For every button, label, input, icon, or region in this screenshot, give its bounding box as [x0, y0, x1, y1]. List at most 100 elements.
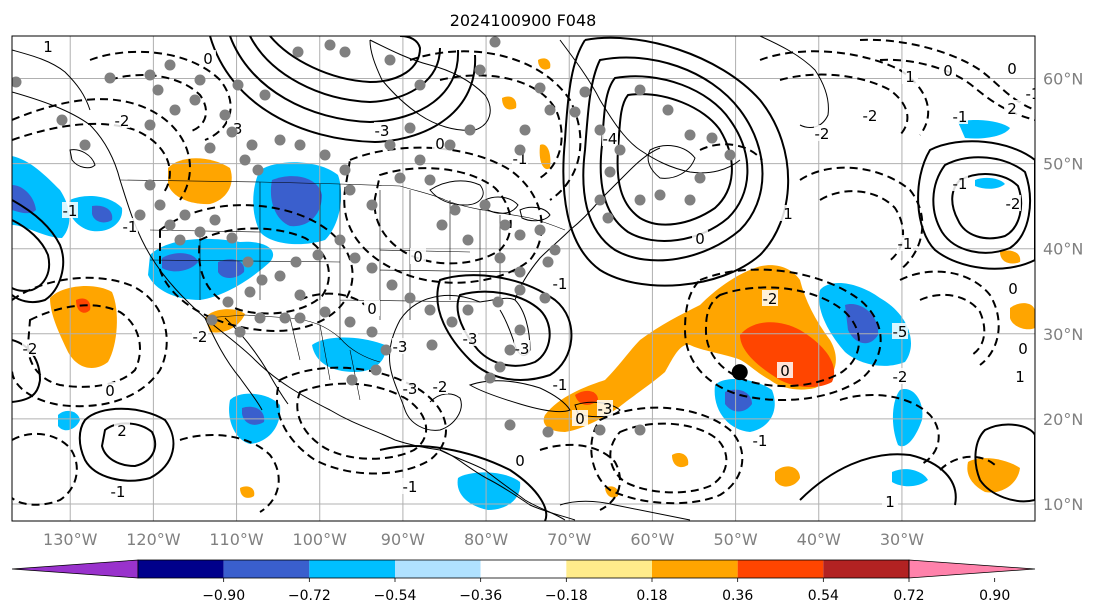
station-dot [514, 266, 526, 278]
station-dot [386, 279, 398, 291]
contour-negative [12, 432, 78, 506]
contour-label: -2 [1006, 195, 1021, 213]
contour-negative [683, 268, 882, 401]
contour-negative [879, 58, 1035, 121]
orange-field [775, 466, 800, 487]
contour-positive [799, 453, 957, 506]
contour-negative [275, 366, 447, 475]
contour-label-bg [902, 68, 918, 84]
alaska-coast [12, 49, 91, 111]
yucatan [389, 295, 481, 431]
station-dot [494, 361, 506, 373]
contour-label: 0 [203, 50, 213, 68]
contour-label-bg [952, 108, 968, 124]
contour-positive [951, 173, 1023, 240]
station-dot [366, 326, 378, 338]
contour-label: -2 [893, 368, 908, 386]
station-dot [484, 372, 496, 384]
orange-field [967, 458, 1020, 493]
shaded-fields [12, 58, 1035, 510]
mexico-east-coast [394, 439, 576, 521]
station-dot [104, 72, 116, 84]
contour-label: -1 [898, 235, 913, 253]
colorbar-segment [737, 560, 824, 578]
station-dot [154, 199, 166, 211]
station-dot [684, 129, 696, 141]
station-dot [204, 142, 216, 154]
contour-label-bg [402, 380, 418, 396]
contour-negative [699, 143, 763, 161]
contour-label-bg [1005, 280, 1021, 296]
station-dot [594, 194, 606, 206]
station-dot [349, 252, 361, 264]
colorbar-tick-label: −0.72 [288, 588, 331, 604]
station-dot [694, 172, 706, 184]
station-dot [539, 292, 551, 304]
newfoundland [647, 145, 696, 179]
latitude-labels: 10°N 20°N 30°N 40°N 50°N 60°N [1043, 70, 1083, 514]
contour-label: 1 [783, 205, 793, 223]
station-dot [366, 262, 378, 274]
contour-label-bg [862, 107, 878, 123]
contour-label: 0 [1008, 280, 1018, 298]
station-dot [634, 424, 646, 436]
map-panel: 1-2-30-3-1-1-3-3-20-3-40-3-1-2-5-212-10-… [11, 35, 1036, 522]
contour-label-bg [1015, 340, 1031, 356]
contour-label: 0 [105, 382, 115, 400]
station-dot [294, 312, 306, 324]
contour-label: -1 [953, 175, 968, 193]
coastlines [12, 36, 829, 521]
station-dot [179, 209, 191, 221]
colorbar-segment [223, 560, 310, 578]
station-dot [164, 59, 176, 71]
longitude-tick-label: 120°W [126, 530, 181, 549]
contour-positive [229, 36, 460, 124]
blue-field [92, 205, 113, 223]
vancouver-island [69, 149, 96, 169]
us-east-coast [514, 147, 661, 301]
station-dot [194, 74, 206, 86]
colorbar: −0.90 −0.72 −0.54 −0.36 −0.18 0.18 0.36 0.54 0.7… [11, 559, 1036, 604]
station-dot [152, 84, 164, 96]
contour-positive [249, 36, 441, 104]
longitude-tick-label: 100°W [293, 530, 348, 549]
station-dot [462, 234, 474, 246]
longitude-tick-label: 70°W [547, 530, 591, 549]
station-dot [426, 339, 438, 351]
station-dot [290, 256, 302, 268]
colorbar-tick-label: 0.54 [808, 588, 839, 604]
contour-label: -1 [123, 218, 138, 236]
station-dot [604, 166, 616, 178]
station-dot [534, 224, 546, 236]
contour-label: 1 [1015, 368, 1025, 386]
station-dot [479, 199, 491, 211]
map-frame [11, 35, 1036, 522]
station-dot [492, 296, 504, 308]
contour-label: -2 [433, 378, 448, 396]
contour-label: -1 [111, 483, 126, 501]
red-field [575, 390, 598, 405]
contour-label-bg [512, 452, 528, 468]
station-dot [366, 199, 378, 211]
station-dot [684, 194, 696, 206]
station-dot [514, 284, 526, 296]
contour-label-bg [814, 125, 830, 141]
station-dot [446, 316, 458, 328]
contour-label-bg [364, 300, 380, 316]
station-dot [404, 292, 416, 304]
contour-label-bg [940, 62, 956, 78]
latitude-tick-label: 20°N [1043, 410, 1083, 429]
station-dot [514, 229, 526, 241]
station-dot [594, 124, 606, 136]
contour-label: -2 [115, 112, 130, 130]
station-dot [169, 104, 181, 116]
contour-label-bg [432, 378, 448, 394]
contour-positive [582, 56, 764, 262]
station-dot [259, 89, 271, 101]
contour-negative [939, 455, 996, 471]
station-dot [384, 54, 396, 66]
longitude-tick-label: 80°W [464, 530, 508, 549]
contour-negative [899, 270, 1000, 366]
contour-positive [269, 36, 422, 84]
